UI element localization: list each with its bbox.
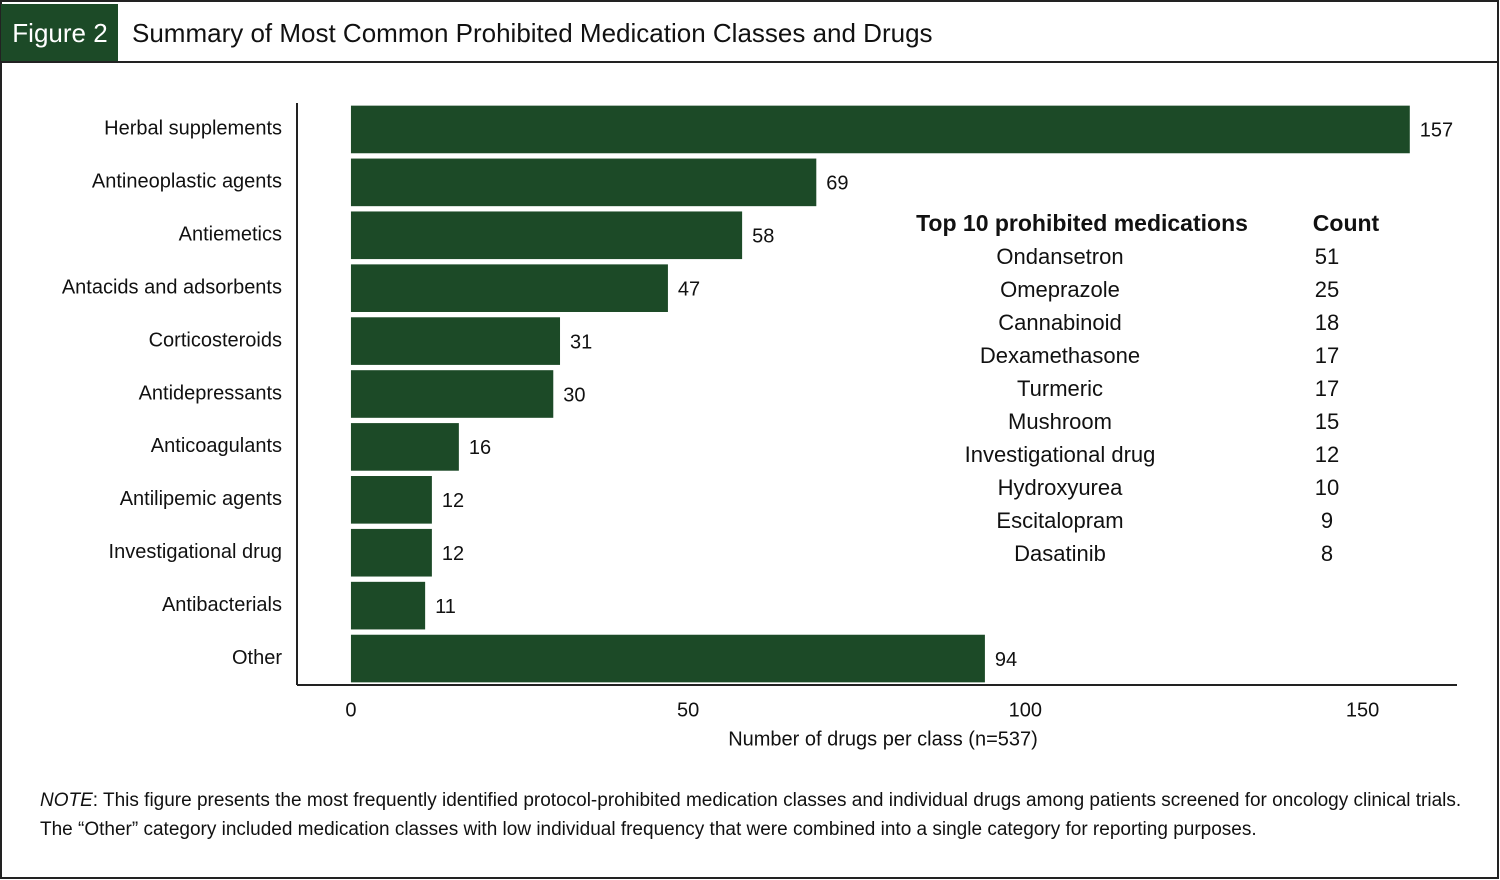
note-text: : This figure presents the most frequent… <box>40 790 1462 840</box>
value-label: 16 <box>469 437 491 459</box>
y-tick-label: Herbal supplements <box>104 118 282 140</box>
value-label: 47 <box>678 278 700 300</box>
x-tick-label: 50 <box>677 699 699 721</box>
y-tick-label: Corticosteroids <box>149 329 282 351</box>
value-label: 157 <box>1420 120 1453 142</box>
bar <box>350 581 426 630</box>
value-label: 12 <box>442 490 464 512</box>
value-label: 12 <box>442 543 464 565</box>
y-tick-label: Antilipemic agents <box>120 488 282 510</box>
table-drug: Turmeric <box>1017 376 1103 401</box>
table-count: 15 <box>1315 409 1339 434</box>
value-label: 94 <box>995 649 1017 671</box>
x-tick-label: 100 <box>1009 699 1042 721</box>
table-drug: Hydroxyurea <box>998 475 1123 500</box>
y-tick-label: Antidepressants <box>139 382 282 404</box>
note: NOTE: This figure presents the most freq… <box>40 786 1480 844</box>
note-label: NOTE <box>40 790 93 811</box>
value-label: 11 <box>435 596 456 618</box>
chart-title: Summary of Most Common Prohibited Medica… <box>132 18 933 48</box>
y-tick-label: Other <box>232 647 282 669</box>
table-drug: Cannabinoid <box>998 310 1122 335</box>
bar <box>350 317 561 365</box>
table-drug: Escitalopram <box>996 508 1123 533</box>
bar <box>350 370 554 418</box>
table-header: Count <box>1313 210 1380 236</box>
table-count: 9 <box>1321 508 1333 533</box>
table-drug: Investigational drug <box>965 442 1156 467</box>
table-drug: Dexamethasone <box>980 343 1140 368</box>
y-tick-label: Antibacterials <box>162 594 282 616</box>
x-tick-label: 150 <box>1346 699 1379 721</box>
table-count: 12 <box>1315 442 1339 467</box>
table-count: 51 <box>1315 244 1339 269</box>
table-drug: Ondansetron <box>996 244 1123 269</box>
bar <box>350 264 668 312</box>
y-tick-label: Investigational drug <box>109 541 282 563</box>
bar <box>350 211 743 260</box>
figure-label-box <box>1 4 118 62</box>
table-count: 17 <box>1315 376 1339 401</box>
y-tick-label: Antiemetics <box>179 224 282 246</box>
y-tick-label: Antacids and adsorbents <box>62 276 282 298</box>
table-count: 8 <box>1321 541 1333 566</box>
value-label: 30 <box>563 384 585 406</box>
bar <box>350 476 432 524</box>
bar <box>350 634 985 683</box>
y-tick-label: Anticoagulants <box>151 435 282 457</box>
y-tick-label: Antineoplastic agents <box>92 171 282 193</box>
table-header: Top 10 prohibited medications <box>916 210 1248 236</box>
value-label: 58 <box>752 226 774 248</box>
table-drug: Dasatinib <box>1014 541 1106 566</box>
figure-label: Figure 2 <box>12 18 107 48</box>
table-count: 10 <box>1315 475 1339 500</box>
bar <box>350 158 817 207</box>
table-drug: Mushroom <box>1008 409 1112 434</box>
bar <box>350 105 1410 154</box>
table-count: 18 <box>1315 310 1339 335</box>
value-label: 69 <box>826 173 848 195</box>
value-label: 31 <box>570 331 592 353</box>
bar <box>350 423 459 471</box>
table-count: 25 <box>1315 277 1339 302</box>
table-drug: Omeprazole <box>1000 277 1120 302</box>
x-tick-label: 0 <box>345 699 356 721</box>
bar <box>350 528 432 577</box>
table-count: 17 <box>1315 343 1339 368</box>
x-axis-label: Number of drugs per class (n=537) <box>728 728 1038 750</box>
